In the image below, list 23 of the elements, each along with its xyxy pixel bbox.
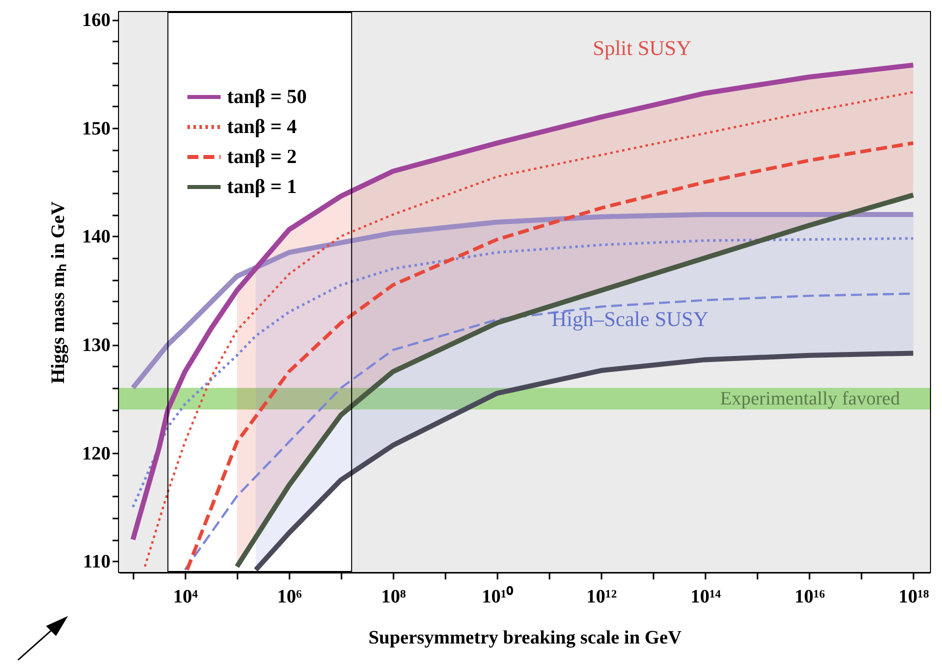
x-tick-label: 10⁴: [173, 586, 198, 608]
x-tick-label: 10¹⁶: [794, 586, 826, 608]
y-axis-title: Higgs mass mₕ in GeV: [48, 201, 69, 384]
x-tick-label: 10¹⁰: [482, 586, 514, 608]
y-tick-label: 150: [82, 118, 110, 140]
y-tick-label: 130: [82, 335, 110, 356]
y-tick-label: 110: [83, 552, 110, 573]
y-tick-label: 140: [82, 226, 110, 248]
y-tick-label: 160: [82, 10, 110, 32]
band-label: Experimentally favored: [720, 388, 900, 410]
annotation: High–Scale SUSY: [551, 307, 708, 331]
x-tick-label: 10⁶: [277, 586, 302, 608]
annotation: Split SUSY: [592, 36, 692, 60]
x-axis-title: Supersymmetry breaking scale in GeV: [368, 628, 682, 648]
legend-label: tanβ = 1: [227, 176, 297, 198]
x-tick-label: 10¹⁸: [898, 586, 930, 608]
legend-label: tanβ = 4: [227, 116, 297, 138]
x-tick-label: 10¹²: [586, 586, 618, 608]
legend-label: tanβ = 2: [227, 146, 297, 168]
x-tick-label: 10⁸: [381, 586, 406, 608]
y-tick-label: 120: [82, 443, 110, 464]
legend-label: tanβ = 50: [227, 86, 307, 108]
x-tick-label: 10¹⁴: [690, 586, 722, 608]
